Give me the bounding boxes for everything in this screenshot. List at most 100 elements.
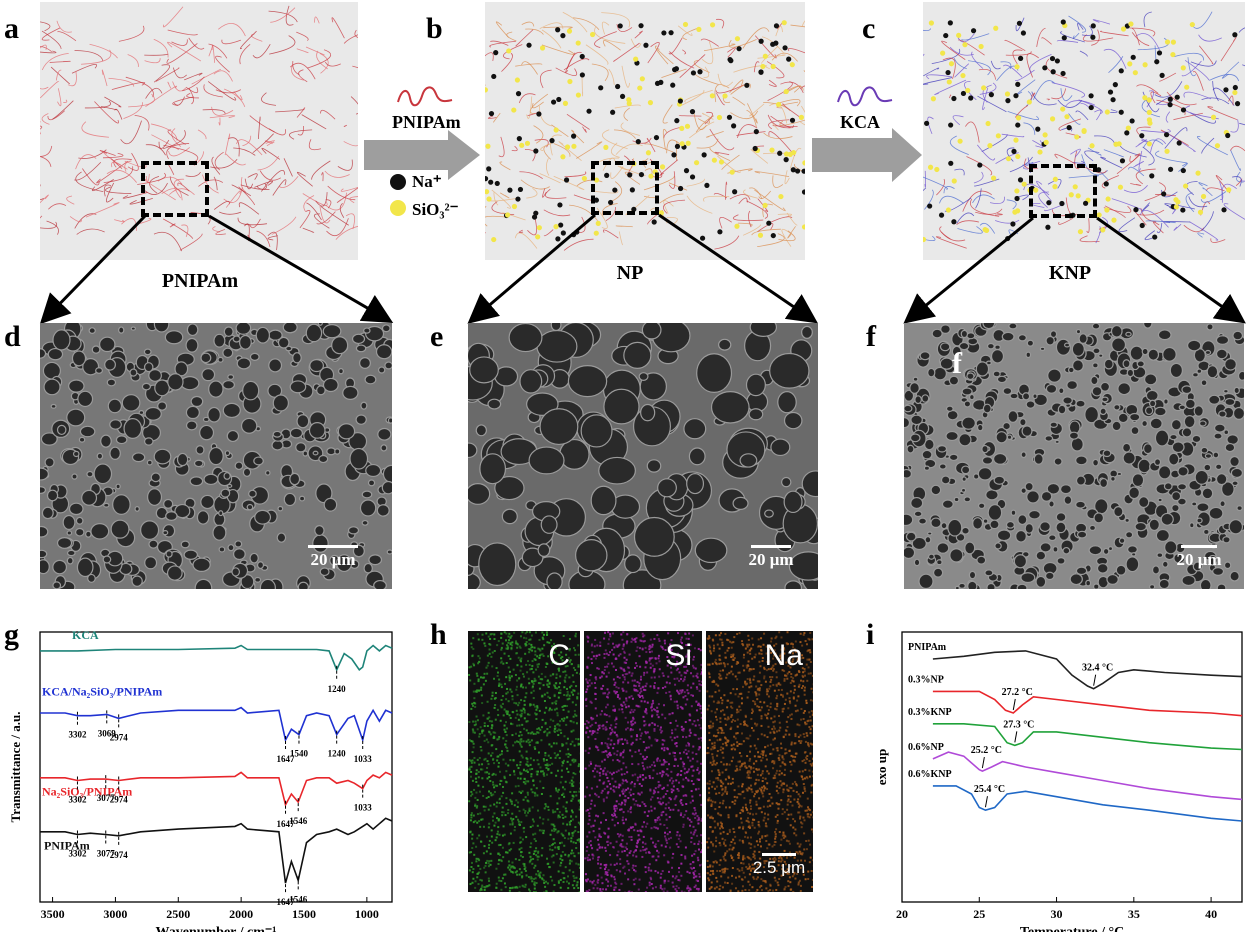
peak-label: 2974: [110, 732, 129, 742]
pnipam-network-render: [40, 2, 358, 260]
panel-label-h: h: [430, 618, 447, 651]
series-line: [40, 644, 393, 672]
x-tick-label: 40: [1205, 907, 1217, 921]
caption-pnipam: PNIPAm: [161, 270, 239, 292]
sio3-ion-icon: [390, 200, 406, 216]
eds-label-c: C: [548, 639, 570, 672]
dsc-chart: 20 25 30 35 40 Temperature / °C exo up PNIPAm 32…: [874, 631, 1243, 932]
sem-image-np: 20 μm: [468, 323, 818, 589]
series-name-label: 0.6%KNP: [908, 769, 952, 780]
gray-arrow-icon: [812, 128, 922, 182]
knp-fiber-network: [923, 11, 1245, 249]
x-tick-label: 1500: [292, 907, 316, 921]
peak-label: 3302: [68, 730, 87, 740]
na-ion-icon: [390, 174, 406, 190]
sem-image-pnipam: 20 μm: [40, 323, 392, 589]
scale-bar-d: 20 μm: [298, 545, 368, 570]
peak-arrow: [1093, 674, 1097, 686]
process-arrow-1: [364, 86, 480, 216]
x-tick-label: 3500: [41, 907, 65, 921]
peak-label: 1240: [328, 749, 347, 759]
series-line: [40, 817, 393, 884]
zoom-arrows: [39, 213, 1246, 325]
caption-np: NP: [616, 262, 644, 284]
peak-temperature-label: 25.4 °C: [974, 784, 1005, 795]
peak-label: 1647: [277, 819, 296, 829]
peak-label: 3069: [98, 728, 117, 738]
eds-map-carbon: C: [468, 631, 580, 892]
x-tick-label: 3000: [103, 907, 127, 921]
panel-label-e: e: [430, 320, 444, 353]
series-line: [40, 771, 393, 807]
x-tick-label: 20: [896, 907, 908, 921]
legend-na: Na⁺: [412, 172, 442, 191]
np-network-render: [485, 2, 805, 260]
panel-label-f: f: [866, 320, 876, 353]
x-axis-label: Temperature / °C: [1020, 925, 1124, 932]
x-tick-label: 30: [1051, 907, 1063, 921]
y-axis-label: Transmittance / a.u.: [8, 712, 23, 823]
x-tick-label: 25: [973, 907, 985, 921]
ftir-chart: 3500 3000 2500 2000 1500 1000 Wavenumber / cm⁻…: [8, 628, 393, 932]
process-arrow-2: [812, 86, 922, 182]
peak-label: 1240: [328, 684, 347, 694]
caption-knp: KNP: [1048, 262, 1092, 284]
panel-label-a: a: [4, 12, 19, 45]
y-axis-label: exo up: [874, 749, 889, 785]
series-name-label: Na₂SiO₃/PNIPAm: [42, 784, 132, 798]
series-line: [932, 751, 1243, 801]
x-tick-label: 2000: [229, 907, 253, 921]
gray-arrow-icon: [364, 130, 480, 180]
x-axis-label: Wavenumber / cm⁻¹: [156, 925, 277, 932]
eds-map-silicon: Si: [584, 631, 702, 892]
series-line: [932, 723, 1243, 751]
sem-overlay-label: f: [952, 347, 962, 380]
series-name-label: 0.3%NP: [908, 674, 944, 685]
arrow2-label: KCA: [840, 112, 880, 132]
peak-label: 1546: [289, 816, 308, 826]
zoom-box-b: [591, 161, 659, 215]
peak-label: 1033: [354, 754, 373, 764]
peak-label: 1647: [277, 754, 296, 764]
peak-temperature-label: 25.2 °C: [971, 745, 1002, 756]
zoom-box-c: [1029, 164, 1097, 218]
panel-label-d: d: [4, 320, 21, 353]
pnipam-chain-icon: [397, 86, 453, 107]
kca-chain-icon: [837, 86, 893, 107]
peak-arrow: [984, 796, 988, 808]
peak-arrow: [981, 756, 985, 769]
x-tick-label: 35: [1128, 907, 1140, 921]
x-tick-label: 2500: [166, 907, 190, 921]
series-name-label: KCA/Na₂SiO₃/PNIPAm: [42, 684, 162, 698]
scale-bar-f: 20 μm: [1164, 545, 1234, 570]
scale-bar-e: 20 μm: [736, 545, 806, 570]
series-name-label: 0.6%NP: [908, 742, 944, 753]
series-name-label: KCA: [72, 628, 99, 642]
peak-label: 3077: [97, 793, 116, 803]
series-name-label: 0.3%KNP: [908, 707, 952, 718]
legend-sio3: SiO₃²⁻: [412, 200, 459, 219]
peak-label: 1540: [290, 749, 309, 759]
sem-image-knp: f 20 μm: [904, 323, 1244, 589]
peak-arrow: [1014, 731, 1018, 743]
series-name-label: PNIPAm: [44, 838, 90, 852]
peak-label: 2974: [110, 795, 129, 805]
peak-label: 1033: [354, 803, 373, 813]
panel-label-g: g: [4, 618, 19, 651]
peak-arrow: [1012, 698, 1016, 711]
peak-label: 1647: [277, 897, 296, 907]
series-line: [932, 690, 1243, 717]
peak-label: 2974: [110, 850, 129, 860]
np-fiber-network: [485, 11, 805, 251]
panel-label-c: c: [862, 12, 876, 45]
peak-label: 1546: [289, 894, 308, 904]
panel-label-i: i: [866, 618, 875, 651]
eds-scale-bar: 2.5 μm: [744, 853, 813, 878]
panel-label-b: b: [426, 12, 443, 45]
eds-map-sodium: Na 2.5 μm: [706, 631, 813, 892]
peak-temperature-label: 27.3 °C: [1003, 719, 1034, 730]
zoom-box-a: [141, 161, 209, 217]
series-line: [932, 650, 1243, 690]
series-line: [40, 706, 393, 743]
peak-temperature-label: 27.2 °C: [1002, 687, 1033, 698]
